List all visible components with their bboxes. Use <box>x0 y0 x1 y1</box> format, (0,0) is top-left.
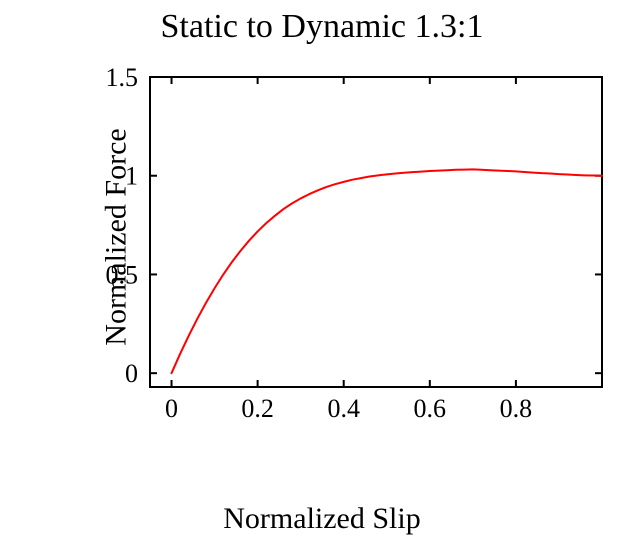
x-tick-label: 0.2 <box>241 394 274 423</box>
x-tick-label: 0.4 <box>327 394 360 423</box>
y-tick-label: 1 <box>125 162 138 191</box>
chart-container: Static to Dynamic 1.3:1 Normalized Force… <box>0 0 644 554</box>
x-tick-label: 0.8 <box>500 394 533 423</box>
x-tick-label: 0.6 <box>414 394 447 423</box>
x-axis-label: Normalized Slip <box>0 502 644 536</box>
y-tick-label: 0 <box>125 359 138 388</box>
plot-svg: 00.20.40.60.800.511.5 <box>110 67 612 437</box>
axis-box <box>150 77 602 387</box>
force-curve <box>172 169 602 373</box>
x-tick-label: 0 <box>165 394 178 423</box>
plot-area: 00.20.40.60.800.511.5 <box>110 67 612 437</box>
y-tick-label: 0.5 <box>106 260 139 289</box>
y-tick-label: 1.5 <box>106 63 139 92</box>
